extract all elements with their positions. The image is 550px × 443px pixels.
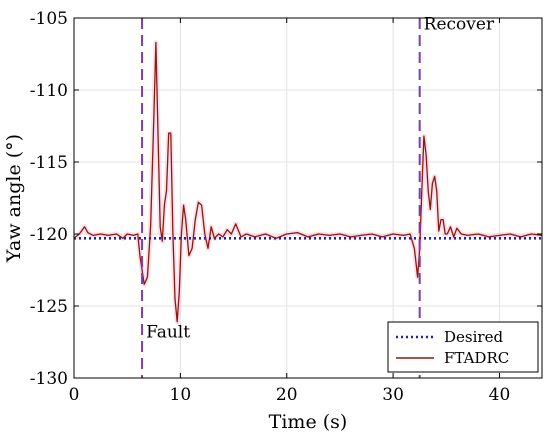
series-line-ftadrc <box>73 41 543 323</box>
x-tick-label: 40 <box>489 385 511 405</box>
y-tick-label: -125 <box>30 297 68 317</box>
y-axis-title: Yaw angle (°) <box>3 134 25 263</box>
y-tick-label: -130 <box>30 369 68 389</box>
tick-layer: 0 10 20 30 40 -130 -125 -120 -115 -110 -105 <box>30 9 542 405</box>
event-label-recover: Recover <box>424 15 495 35</box>
x-axis-title: Time (s) <box>269 411 348 433</box>
x-tick-label: 30 <box>382 385 404 405</box>
y-tick-label: -110 <box>30 81 68 101</box>
y-tick-label: -120 <box>30 225 68 245</box>
y-tick-label: -115 <box>30 153 68 173</box>
legend: Desired FTADRC <box>387 321 539 373</box>
legend-label-ftadrc: FTADRC <box>444 349 509 367</box>
event-label-fault: Fault <box>146 323 190 343</box>
legend-box <box>387 321 539 373</box>
x-tick-label: 20 <box>276 385 298 405</box>
series-layer <box>73 41 543 323</box>
y-tick-label: -105 <box>30 9 68 29</box>
plot-frame <box>73 17 543 379</box>
x-tick-label: 10 <box>170 385 192 405</box>
vline-layer: Fault Recover <box>141 15 495 378</box>
x-tick-label: 0 <box>69 385 80 405</box>
legend-label-desired: Desired <box>444 328 503 346</box>
